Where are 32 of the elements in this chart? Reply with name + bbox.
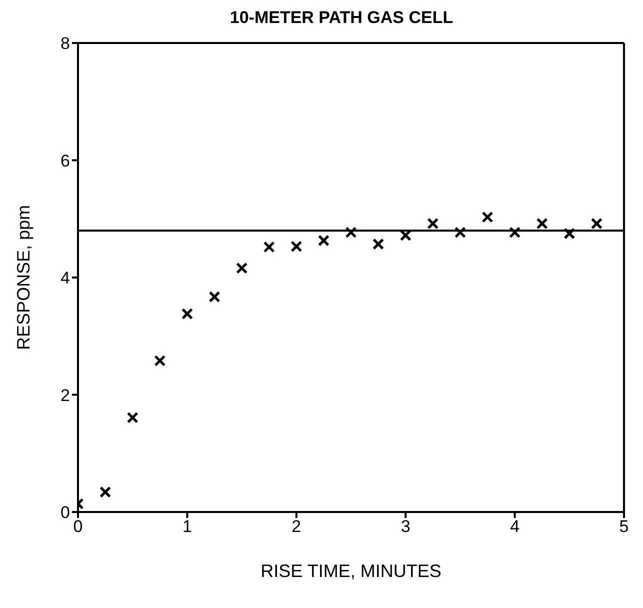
y-tick-label: 0 xyxy=(60,503,70,522)
x-tick-label: 1 xyxy=(182,517,192,536)
x-tick-label: 5 xyxy=(619,517,629,536)
point xyxy=(208,291,220,303)
point xyxy=(181,308,193,320)
x-axis-title: RISE TIME, MINUTES xyxy=(260,561,442,581)
chart-title: 10-METER PATH GAS CELL xyxy=(228,8,454,29)
x-tick-label: 3 xyxy=(400,517,410,536)
y-tick-label: 8 xyxy=(60,34,70,54)
point xyxy=(154,354,166,367)
point xyxy=(126,412,138,424)
point xyxy=(536,218,548,230)
point xyxy=(509,226,521,238)
point xyxy=(590,218,602,230)
point xyxy=(564,228,576,240)
point xyxy=(100,486,112,498)
point xyxy=(318,234,330,246)
x-tick-label: 4 xyxy=(510,517,520,536)
x-tick-label: 0 xyxy=(73,517,83,536)
x-tick-label: 2 xyxy=(292,517,302,536)
y-tick-label: 2 xyxy=(60,386,70,405)
point xyxy=(290,240,302,252)
point xyxy=(236,262,248,274)
point xyxy=(263,241,275,253)
y-tick-label: 4 xyxy=(60,268,70,288)
point xyxy=(372,238,384,250)
y-axis-title: RESPONSE, ppm xyxy=(13,204,34,350)
point xyxy=(482,211,494,223)
point xyxy=(427,218,439,230)
y-tick-label: 6 xyxy=(60,151,70,170)
point xyxy=(454,226,466,238)
point xyxy=(345,226,357,238)
